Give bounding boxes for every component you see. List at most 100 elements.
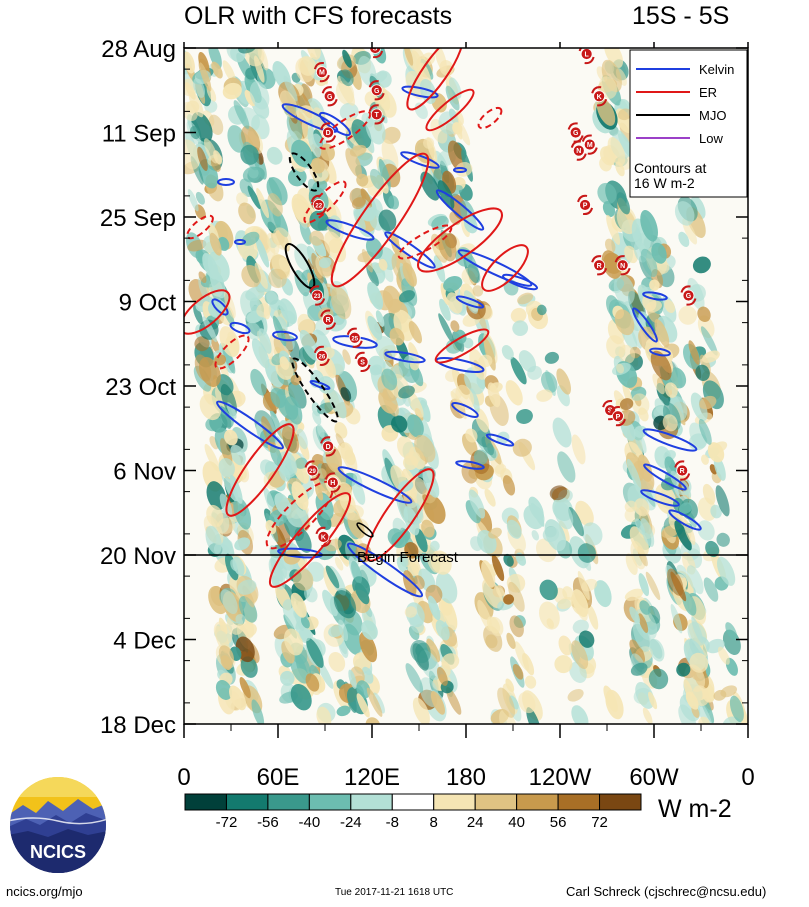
storm-marker: D <box>320 122 337 143</box>
colorbar-swatch <box>225 793 269 811</box>
colorbar: -72 -56 -40 -24 -8 8 24 40 56 72 W m-2 <box>184 793 732 831</box>
storm-label: P <box>583 203 588 210</box>
storm-marker: S <box>354 351 371 372</box>
storm-label: G <box>686 293 692 300</box>
storm-marker: H <box>324 472 341 493</box>
storm-marker: G <box>368 80 385 101</box>
storm-label: R <box>597 263 602 270</box>
storm-marker: M <box>313 62 330 83</box>
y-tick-label: 9 Oct <box>119 290 177 317</box>
legend-note: 16 W m-2 <box>634 175 695 191</box>
storm-label: H <box>330 480 335 487</box>
y-tick-label: 4 Dec <box>113 628 176 655</box>
colorbar-swatch <box>433 793 476 811</box>
x-tick-label: 0 <box>741 764 754 791</box>
storm-marker: S <box>369 46 384 59</box>
storm-marker: R <box>591 255 608 276</box>
footer-site[interactable]: ncics.org/mjo <box>6 884 83 899</box>
colorbar-tick-label: -8 <box>386 814 399 831</box>
colorbar-swatch <box>516 793 559 811</box>
storm-marker: 29 <box>304 460 321 481</box>
y-axis: 28 Aug 11 Sep 25 Sep 9 Oct 23 Oct 6 Nov 20 Nov… <box>100 36 748 739</box>
y-tick-label: 28 Aug <box>101 36 176 63</box>
storm-label: R <box>326 317 331 324</box>
legend-label: Low <box>699 131 723 146</box>
x-tick-label: 0 <box>177 764 190 791</box>
storm-marker: G <box>567 122 584 143</box>
storm-label: L <box>584 52 589 59</box>
x-tick-label: 180 <box>446 764 486 791</box>
storm-label: S <box>373 46 378 53</box>
storm-marker: N <box>614 255 631 276</box>
storm-marker: 26 <box>313 345 330 366</box>
x-tick-label: 120W <box>529 764 592 791</box>
storm-marker: T <box>368 104 385 125</box>
colorbar-tick-label: 56 <box>550 814 567 831</box>
storm-label: T <box>375 112 380 119</box>
colorbar-tick-label: 24 <box>467 814 484 831</box>
storm-label: M <box>319 70 325 77</box>
storm-label: K <box>321 534 326 541</box>
storm-label: S <box>360 359 365 366</box>
storm-marker: 23 <box>309 285 326 306</box>
y-tick-label: 18 Dec <box>100 712 176 739</box>
colorbar-swatch <box>267 793 310 811</box>
storm-label: 25 <box>351 336 358 342</box>
storm-marker: R <box>320 309 337 330</box>
storm-label: N <box>576 148 581 155</box>
storm-label: R <box>680 468 685 475</box>
y-tick-label: 6 Nov <box>113 459 176 486</box>
colorbar-tick-label: -40 <box>299 814 321 831</box>
y-tick-label: 11 Sep <box>102 121 176 148</box>
storm-label: K <box>597 94 602 101</box>
storm-marker: K <box>315 526 332 548</box>
forecast-start-label: Begin Forecast <box>357 549 459 566</box>
y-tick-label: 23 Oct <box>105 374 176 401</box>
storm-label: G <box>573 130 579 137</box>
storm-marker: L <box>578 48 595 65</box>
chart-region: 15S - 5S <box>632 2 730 30</box>
colorbar-swatch <box>599 793 642 811</box>
colorbar-tick-label: 40 <box>508 814 525 831</box>
storm-label: G <box>374 88 380 95</box>
storm-label: 22 <box>315 204 322 210</box>
colorbar-swatch <box>474 793 518 811</box>
storm-marker: K <box>591 86 608 107</box>
y-tick-label: 20 Nov <box>100 543 176 570</box>
storm-label: D <box>326 130 331 137</box>
storm-marker: P <box>577 194 594 216</box>
footer-timestamp: Tue 2017-11-21 1618 UTC <box>335 887 454 898</box>
colorbar-tick-label: 72 <box>591 814 608 831</box>
y-tick-label: 25 Sep <box>100 205 176 232</box>
storm-label: P <box>616 414 621 421</box>
storm-marker: N <box>570 140 587 161</box>
storm-marker: 25 <box>346 327 363 348</box>
x-axis: 0 60E 120E 180 120W 60W 0 <box>177 42 755 791</box>
storm-marker: D <box>320 436 337 457</box>
storm-marker: G <box>680 285 697 306</box>
storm-marker: 22 <box>310 194 327 216</box>
storm-label: M <box>587 142 593 149</box>
storm-label: 26 <box>319 354 326 360</box>
colorbar-swatch <box>184 793 227 811</box>
colorbar-unit: W m-2 <box>658 795 732 823</box>
storm-marker: R <box>674 460 691 481</box>
colorbar-swatch <box>557 793 601 811</box>
storm-label: 23 <box>314 294 321 300</box>
colorbar-swatch <box>391 793 435 811</box>
storm-marker: G <box>321 86 338 107</box>
x-tick-label: 120E <box>344 764 400 791</box>
ncics-logo: NCICS <box>10 777 106 873</box>
chart-title: OLR with CFS forecasts <box>184 2 453 30</box>
legend-label: Kelvin <box>699 62 734 77</box>
legend-note: Contours at <box>634 160 706 176</box>
storm-label: S <box>608 408 613 415</box>
storm-label: G <box>327 94 333 101</box>
colorbar-swatch <box>308 793 352 811</box>
x-tick-label: 60W <box>629 764 679 791</box>
colorbar-tick-label: -24 <box>340 814 362 831</box>
storm-marker: P <box>610 406 626 427</box>
